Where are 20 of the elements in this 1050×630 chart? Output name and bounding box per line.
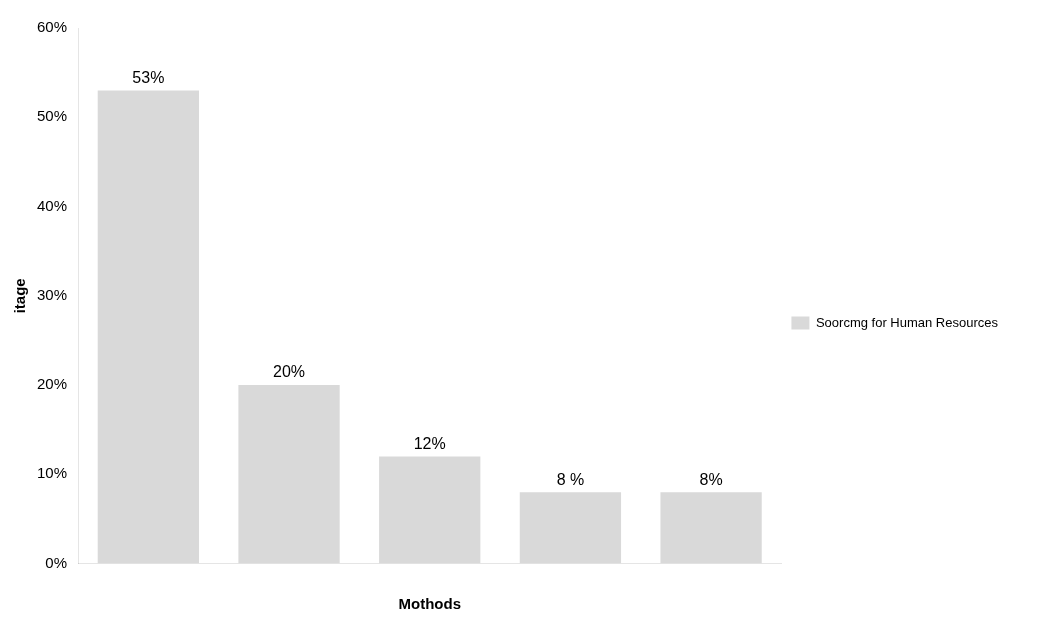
y-tick-label: 40% bbox=[36, 196, 68, 214]
y-tick-label: 30% bbox=[36, 285, 68, 303]
y-axis-title: itage bbox=[11, 278, 29, 314]
y-tick-label: 20% bbox=[36, 375, 68, 393]
bar bbox=[97, 90, 200, 564]
bar bbox=[660, 492, 762, 564]
y-tick-label: 60% bbox=[36, 18, 68, 36]
y-tick-label: 10% bbox=[36, 464, 68, 482]
data-label: 8% bbox=[699, 470, 723, 488]
data-label: 53% bbox=[132, 68, 165, 86]
legend-label: Soorcmg for Human Resources bbox=[815, 314, 999, 330]
bar bbox=[238, 385, 340, 564]
x-axis-title: Mothods bbox=[398, 595, 461, 613]
bar bbox=[379, 456, 481, 564]
bar bbox=[519, 492, 622, 564]
y-tick-label: 50% bbox=[36, 107, 68, 125]
data-label: 8 % bbox=[556, 470, 585, 488]
data-label: 12% bbox=[413, 434, 446, 452]
y-tick-label: 0% bbox=[45, 553, 68, 571]
data-label: 20% bbox=[273, 363, 306, 381]
